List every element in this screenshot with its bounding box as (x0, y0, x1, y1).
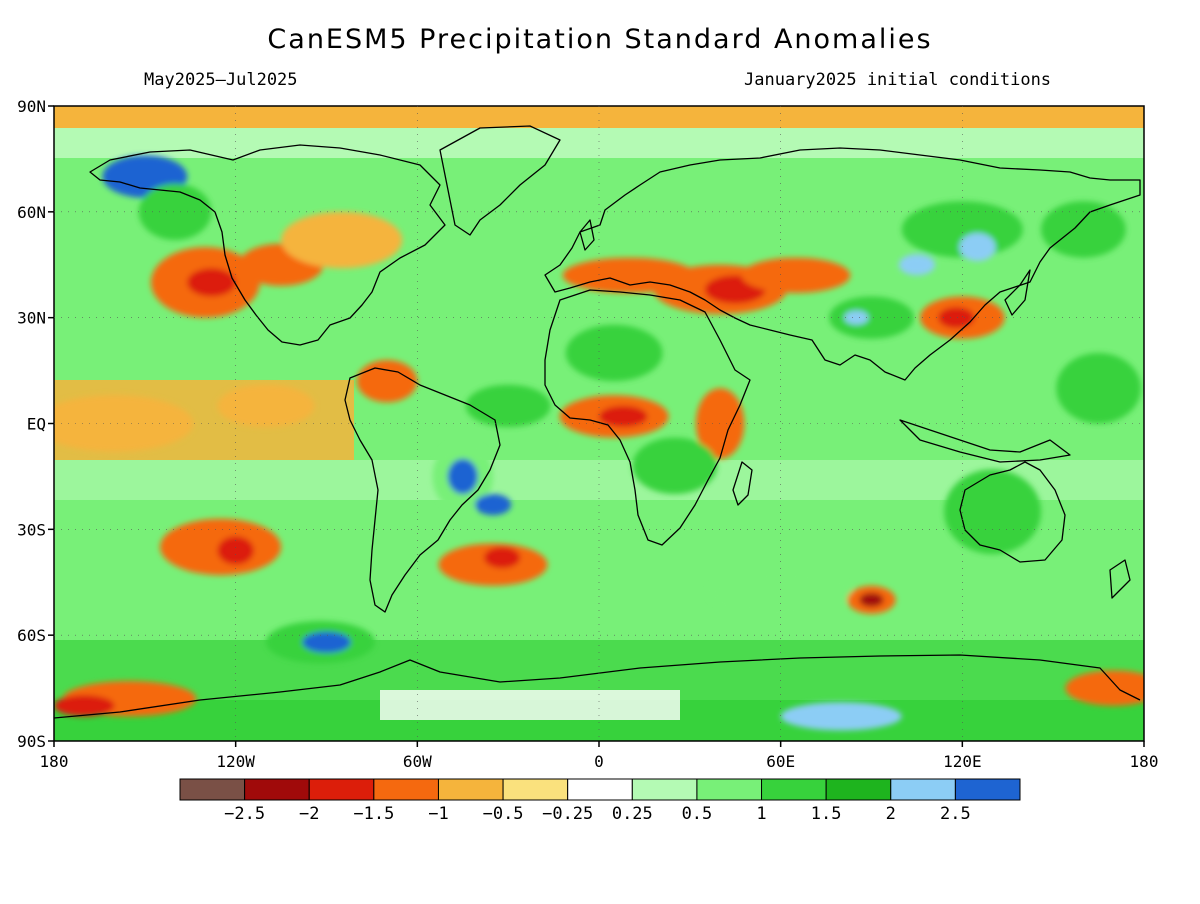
coast-greenland (439, 125, 561, 236)
colorbar: −2.5 −2 −1.5 −1 −0.5 −0.25 0.25 0.5 1 1.5 2 2.5 (179, 778, 1021, 824)
lat-tick-label: 60N (17, 203, 46, 222)
colorbar-swatch (437, 778, 504, 801)
coast-antarctica (54, 654, 1141, 719)
anomaly-blob (859, 592, 884, 607)
anomaly-blob (1041, 201, 1126, 258)
anomaly-blob (217, 384, 315, 428)
anomaly-blob (944, 469, 1042, 555)
anomaly-blobs (54, 155, 1144, 731)
colorbar-swatch (761, 778, 827, 801)
band-subarctic (54, 128, 1144, 158)
lon-tick-label: 60W (403, 752, 432, 771)
coast-madagascar (732, 461, 753, 506)
coast-south-america (344, 367, 501, 613)
colorbar-swatch (631, 778, 698, 801)
colorbar-label: 0.5 (682, 804, 713, 824)
anomaly-blob (302, 631, 351, 653)
lat-tick-label: 30N (17, 309, 46, 328)
colorbar-swatch (890, 778, 956, 801)
lon-tick-label: 180 (40, 752, 69, 771)
colorbar-swatch (825, 778, 892, 801)
lat-tick-label: 30S (17, 520, 46, 539)
anomaly-blob (217, 536, 254, 565)
anomaly-blob (695, 388, 745, 459)
band-antarctic-white (380, 690, 680, 720)
lon-tick-label: 60E (766, 752, 795, 771)
anomaly-blob (54, 695, 115, 717)
colorbar-swatch (567, 778, 633, 801)
colorbar-label: −2 (299, 804, 319, 824)
lat-tick-label: 90S (17, 732, 46, 751)
colorbar-label: 2 (886, 804, 896, 824)
colorbar-label: 1.5 (811, 804, 842, 824)
anomaly-blob (780, 702, 902, 731)
colorbar-label: −0.25 (542, 804, 593, 824)
chart-title: CanESM5 Precipitation Standard Anomalies (267, 24, 933, 55)
colorbar-label: 0.25 (612, 804, 653, 824)
anomaly-blob (829, 296, 914, 339)
anomaly-blob (187, 268, 236, 297)
anomaly-blob (447, 458, 478, 495)
anomaly-blob (281, 211, 403, 269)
anomaly-blob (844, 310, 869, 325)
colorbar-swatch (954, 778, 1021, 801)
colorbar-label: −0.5 (483, 804, 524, 824)
coast-europe-asia (544, 147, 1141, 381)
coast-indonesia (899, 419, 1071, 463)
anomaly-blob (708, 571, 854, 614)
coast-new-zealand (1109, 559, 1131, 599)
coastlines (54, 125, 1141, 719)
anomaly-blob (938, 307, 975, 329)
colorbar-swatch (308, 778, 375, 801)
colorbar-label: 1 (756, 804, 766, 824)
anomaly-blob (898, 254, 936, 276)
coast-uk (579, 219, 595, 251)
anomaly-blob (599, 405, 648, 428)
anomaly-blob (356, 360, 418, 403)
anomaly-blob (483, 546, 521, 569)
lat-tick-label: 90N (17, 97, 46, 116)
coast-africa (544, 289, 751, 546)
colorbar-swatch (696, 778, 763, 801)
band-arctic (54, 106, 1144, 128)
initial-conditions: January2025 initial conditions (744, 70, 1052, 90)
anomaly-blob (54, 395, 194, 452)
anomaly-blob (565, 324, 663, 382)
longitude-axis: 180 120W 60W 0 60E 120E 180 (40, 106, 1159, 771)
anomaly-blob (465, 384, 551, 428)
lon-tick-label: 120E (943, 752, 982, 771)
anomaly-blob (474, 494, 512, 516)
colorbar-swatch (373, 778, 439, 801)
coast-australia (959, 461, 1066, 563)
coast-japan (1004, 269, 1031, 316)
lon-tick-label: 120W (216, 752, 255, 771)
lon-tick-label: 180 (1130, 752, 1159, 771)
lat-tick-label: EQ (27, 415, 46, 434)
anomaly-blob (959, 233, 996, 262)
colorbar-label: −1.5 (353, 804, 394, 824)
colorbar-swatch (179, 778, 246, 801)
anomaly-blob (632, 437, 718, 495)
lat-tick-label: 60S (17, 626, 46, 645)
latitude-axis: 90N 60N 30N EQ 30S 60S 90S (17, 97, 1144, 751)
lon-tick-label: 0 (594, 752, 604, 771)
anomaly-blob (741, 257, 851, 293)
colorbar-label: 2.5 (940, 804, 971, 824)
anomaly-blob (1065, 670, 1144, 706)
colorbar-label: −1 (428, 804, 448, 824)
colorbar-swatch (244, 778, 310, 801)
colorbar-label: −2.5 (224, 804, 265, 824)
anomaly-blob (1056, 352, 1141, 424)
forecast-period: May2025–Jul2025 (144, 70, 298, 90)
coast-north-america (89, 144, 446, 346)
colorbar-swatch (502, 778, 569, 801)
